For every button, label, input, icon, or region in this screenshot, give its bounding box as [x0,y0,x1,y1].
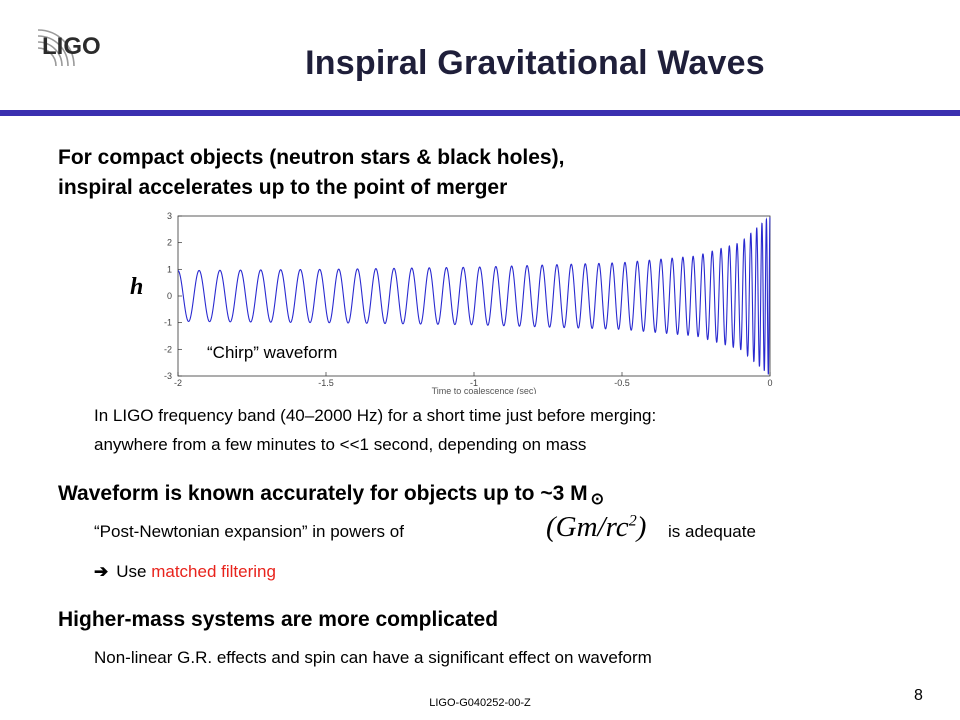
formula-close: ) [636,511,647,543]
ligo-logo: LIGO [37,29,101,67]
formula-main: (Gm/rc [546,511,629,543]
chirp-annotation: “Chirp” waveform [204,343,341,363]
y-tick-label: 0 [167,291,172,301]
higher-mass-heading: Higher-mass systems are more complicated [58,608,499,631]
x-tick-label: -1 [470,378,478,388]
intro-line-1: For compact objects (neutron stars & bla… [58,146,565,169]
y-tick-label: -3 [164,371,172,381]
waveform-known-heading: Waveform is known accurately for objects… [58,482,604,508]
x-tick-label: 0 [767,378,772,388]
use-prefix: Use [116,562,147,581]
x-ticks: -2 -1.5 -1 -0.5 0 [174,372,773,388]
band-line-2: anywhere from a few minutes to <<1 secon… [94,435,587,454]
title-divider [0,110,960,116]
band-line-1: In LIGO frequency band (40–2000 Hz) for … [94,406,657,425]
logo-text: LIGO [42,33,101,60]
document-id: LIGO-G040252-00-Z [429,697,531,709]
series-line-chirp [177,217,771,375]
intro-line-2: inspiral accelerates up to the point of … [58,176,508,199]
x-axis-label: Time to coalescence (sec) [432,386,537,394]
y-tick-label: -2 [164,344,172,354]
x-tick-label: -2 [174,378,182,388]
page-number: 8 [914,687,923,704]
x-tick-label: -1.5 [318,378,334,388]
formula-exponent: 2 [628,512,637,530]
matched-filtering-line: ➔ Use matched filtering [94,562,276,582]
y-ticks: 3 2 1 0 -1 -2 -3 [164,211,182,381]
nonlinear-effects-text: Non-linear G.R. effects and spin can hav… [94,648,652,667]
arrow-icon: ➔ [94,562,109,581]
expansion-parameter-formula: (Gm/rc2) [546,511,646,544]
matched-filtering-highlight: matched filtering [151,562,276,581]
y-tick-label: 1 [167,264,172,274]
y-tick-label: 3 [167,211,172,221]
y-tick-label: -1 [164,318,172,328]
waveform-known-text: Waveform is known accurately for objects… [58,482,588,505]
adequate-text: is adequate [668,522,756,541]
slide-title: Inspiral Gravitational Waves [305,44,765,82]
post-newtonian-text: “Post-Newtonian expansion” in powers of [94,522,404,541]
y-axis-label: h [130,274,144,300]
y-tick-label: 2 [167,238,172,248]
solar-mass-symbol: ⊙ [590,491,604,508]
x-tick-label: -0.5 [614,378,630,388]
